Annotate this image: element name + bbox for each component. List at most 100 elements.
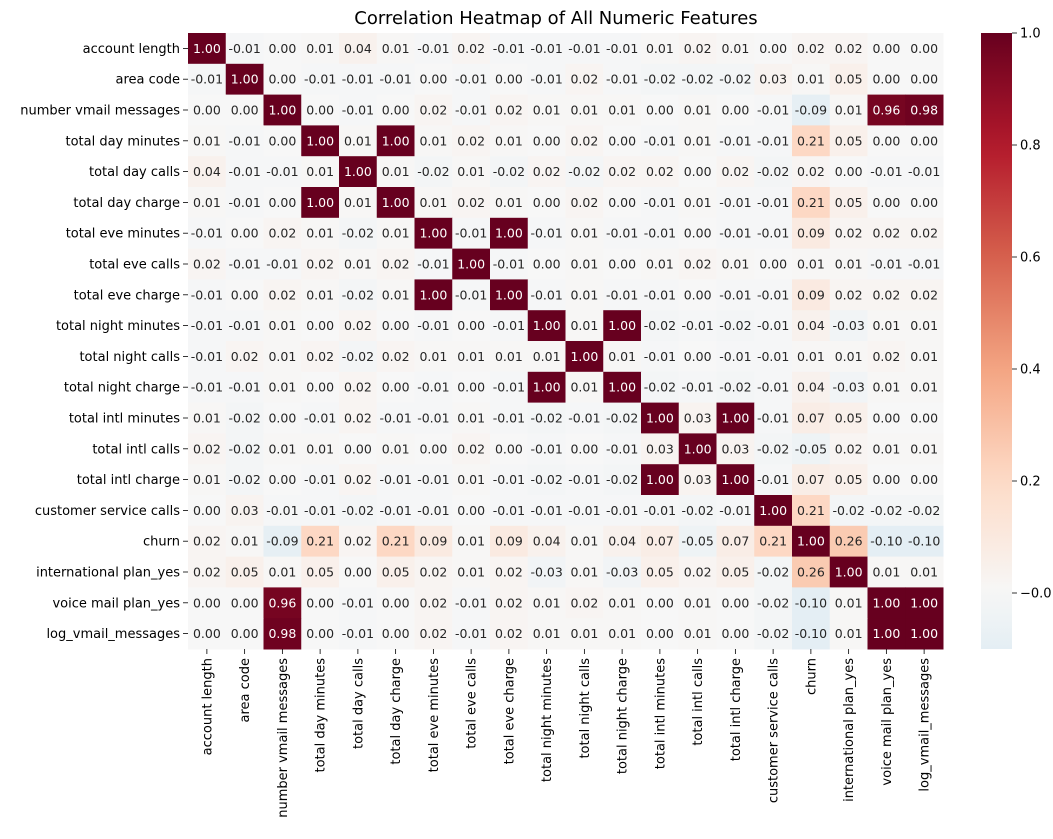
heatmap-cell	[603, 310, 642, 342]
cell-value-label: 0.00	[533, 257, 561, 272]
heatmap-cell	[678, 187, 717, 219]
cell-value-label: 0.01	[457, 472, 485, 487]
heatmap-cell	[225, 217, 264, 250]
heatmap-cell	[792, 217, 831, 250]
cell-value-label: -0.01	[455, 72, 487, 87]
cell-value-label: -0.01	[644, 226, 676, 241]
heatmap-cell	[490, 248, 529, 280]
heatmap-cell	[792, 33, 831, 65]
heatmap-cell	[225, 495, 264, 527]
heatmap-cell	[301, 371, 340, 404]
cell-value-label: 0.02	[495, 595, 523, 610]
cell-value-label: -0.02	[681, 72, 713, 87]
cell-value-label: 0.02	[646, 164, 674, 179]
heatmap-cell	[641, 63, 680, 96]
heatmap-cell	[603, 464, 642, 496]
cell-value-label: 0.02	[570, 595, 598, 610]
cell-value-label: 1.00	[684, 441, 712, 456]
cell-value-label: 1.00	[268, 103, 296, 118]
cell-value-label: -0.01	[191, 226, 223, 241]
cell-value-label: -0.01	[530, 41, 562, 56]
cell-value-label: -0.01	[757, 411, 789, 426]
cell-value-label: -0.01	[417, 411, 449, 426]
heatmap-cell	[490, 495, 529, 527]
cell-value-label: 0.01	[608, 103, 636, 118]
heatmap-cell	[188, 33, 227, 65]
cell-value-label: -0.01	[379, 411, 411, 426]
heatmap-cell	[792, 341, 831, 373]
cell-value-label: -0.01	[681, 318, 713, 333]
cell-value-label: -0.01	[757, 349, 789, 364]
cell-value-label: -0.01	[342, 626, 374, 641]
heatmap-cell	[678, 433, 717, 465]
cell-value-label: 0.01	[306, 441, 334, 456]
cell-value-label: -0.01	[455, 287, 487, 302]
heatmap-cell	[565, 310, 604, 342]
heatmap-cell	[829, 310, 868, 342]
cell-value-label: 0.01	[306, 287, 334, 302]
cell-value-label: -0.01	[719, 349, 751, 364]
heatmap-cell	[716, 156, 755, 188]
heatmap-cell	[452, 187, 491, 219]
heatmap-cell	[376, 156, 415, 188]
heatmap-cell	[339, 495, 378, 527]
heatmap-cell	[754, 433, 793, 465]
heatmap-cell	[527, 279, 566, 311]
cell-value-label: 0.02	[835, 226, 863, 241]
cell-value-label: 0.02	[684, 565, 712, 580]
heatmap-cell	[452, 371, 491, 404]
heatmap-cell	[603, 495, 642, 527]
heatmap-cell	[641, 402, 680, 434]
heatmap-cell	[527, 310, 566, 342]
heatmap-cell	[263, 433, 302, 465]
cell-value-label: 0.09	[797, 226, 825, 241]
cell-value-label: 0.21	[306, 534, 334, 549]
cell-value-label: 1.00	[608, 380, 636, 395]
cell-value-label: 0.00	[910, 133, 938, 148]
heatmap-cell	[452, 63, 491, 96]
heatmap-cell	[339, 556, 378, 588]
heatmap-cell	[565, 371, 604, 404]
heatmap-cell	[603, 156, 642, 188]
heatmap-cell	[716, 125, 755, 157]
heatmap-cell	[716, 248, 755, 280]
cell-value-label: 0.01	[382, 441, 410, 456]
heatmap-cell	[376, 495, 415, 527]
cell-value-label: -0.01	[719, 226, 751, 241]
cell-value-label: 0.05	[646, 565, 674, 580]
heatmap-cell	[829, 433, 868, 465]
cell-value-label: -0.01	[493, 411, 525, 426]
cell-value-label: 0.21	[759, 534, 787, 549]
heatmap-cell	[678, 248, 717, 280]
heatmap-cell	[414, 433, 453, 465]
x-tick-label: total intl minutes	[653, 658, 668, 769]
cell-value-label: -0.01	[757, 226, 789, 241]
heatmap-cell	[678, 94, 717, 126]
cell-value-label: 0.26	[797, 565, 825, 580]
heatmap-cell	[188, 187, 227, 219]
heatmap-cell	[905, 248, 944, 280]
cell-value-label: 0.96	[268, 595, 296, 610]
heatmap-cell	[829, 464, 868, 496]
cell-value-label: 0.02	[344, 411, 372, 426]
heatmap-cell	[905, 402, 944, 434]
heatmap-cell	[603, 556, 642, 588]
cell-value-label: 1.00	[419, 287, 447, 302]
y-tick-label: total day charge	[73, 196, 180, 211]
heatmap-cell	[905, 94, 944, 126]
x-tick-label: log_vmail_messages	[918, 658, 933, 792]
heatmap-cell	[905, 587, 944, 619]
cell-value-label: 0.01	[835, 626, 863, 641]
heatmap-cell	[754, 94, 793, 126]
cell-value-label: 1.00	[646, 472, 674, 487]
heatmap-cell	[225, 94, 264, 126]
cell-value-label: 0.03	[721, 441, 749, 456]
heatmap-cell	[263, 495, 302, 527]
heatmap-cell	[452, 587, 491, 619]
cell-value-label: -0.10	[795, 595, 827, 610]
heatmap-cell	[867, 125, 906, 157]
heatmap-cell	[414, 156, 453, 188]
cell-value-label: 0.03	[646, 441, 674, 456]
cell-value-label: -0.01	[719, 195, 751, 210]
heatmap-cell	[527, 217, 566, 250]
